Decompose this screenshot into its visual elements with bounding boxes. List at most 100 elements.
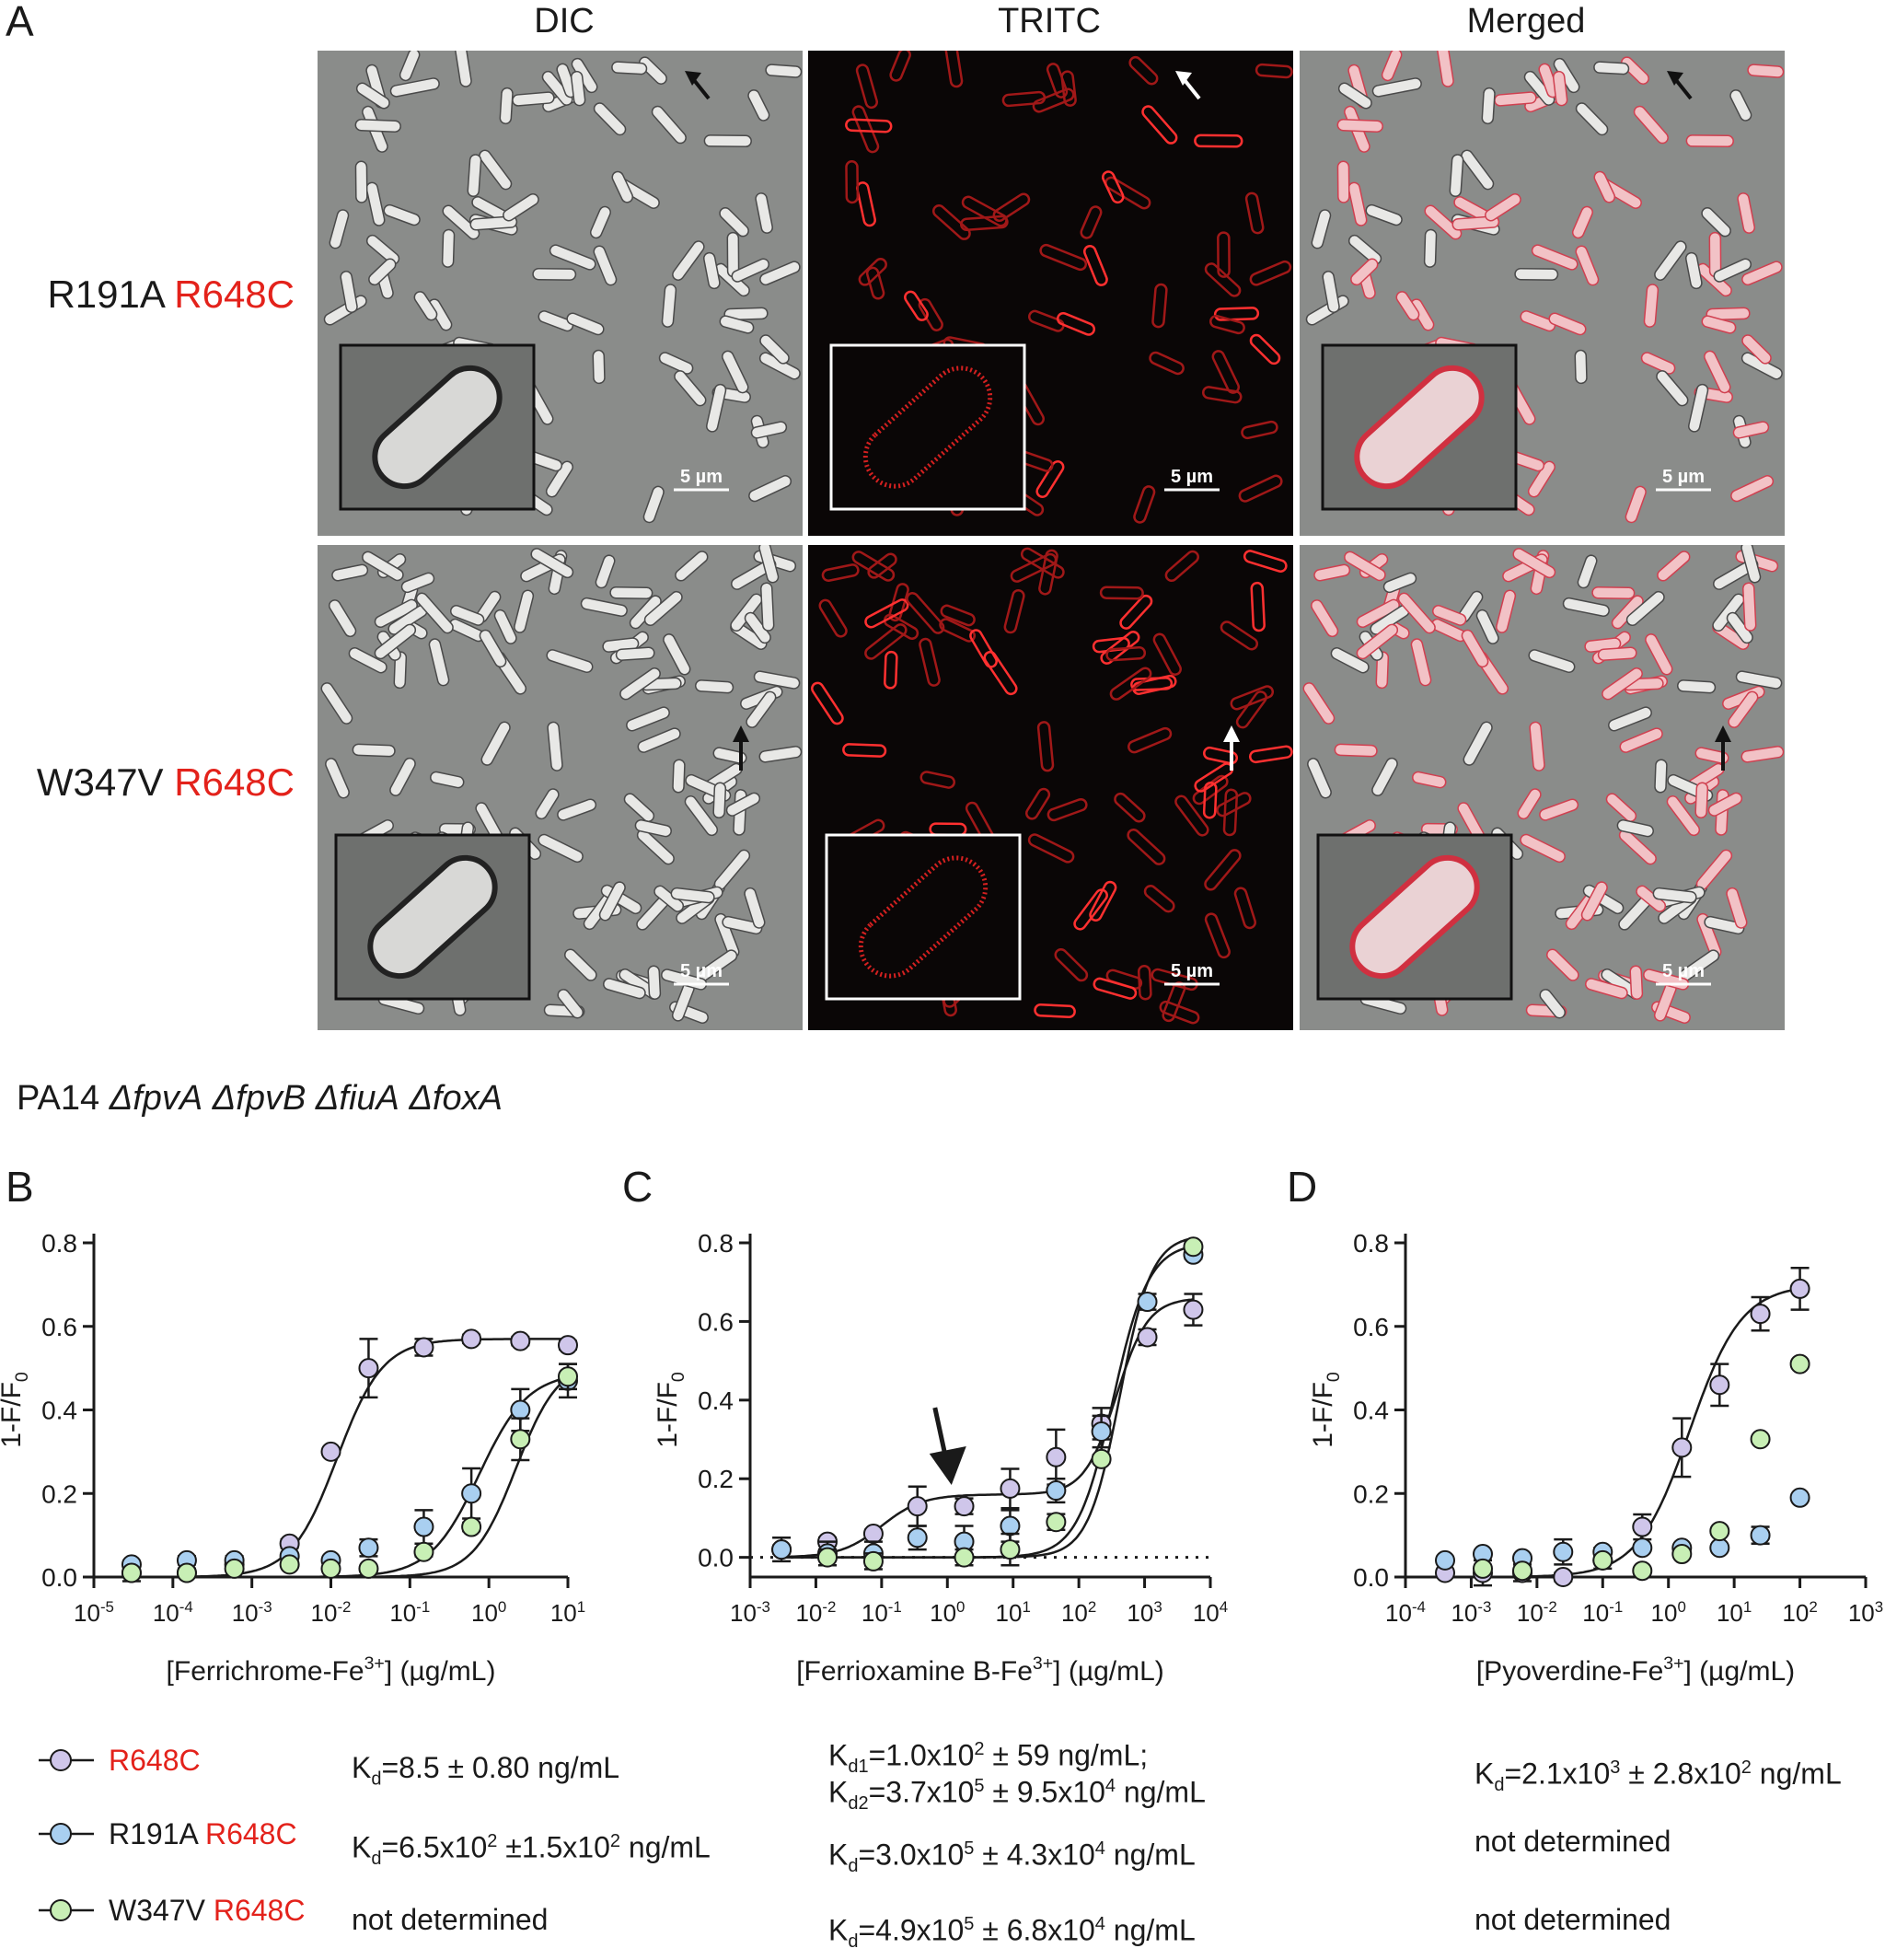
bacterium	[1128, 55, 1159, 86]
bacterium	[1213, 307, 1260, 321]
data-point-w347v-r648c	[817, 1547, 838, 1568]
bacterium	[479, 149, 513, 191]
x-tick-label-exp: -2	[822, 1598, 836, 1616]
x-tick-label-base: 10	[471, 1599, 498, 1627]
bacterium	[547, 721, 563, 771]
bacterium	[747, 89, 770, 122]
bacterium	[1371, 77, 1422, 98]
bacterium-merged	[1424, 204, 1463, 240]
bacterium	[538, 833, 584, 864]
bacterium	[1089, 880, 1117, 922]
bacterium	[1003, 589, 1025, 634]
bacterium	[1643, 284, 1659, 328]
bacterium	[1548, 312, 1587, 336]
bacterium	[593, 102, 627, 136]
bacterium	[355, 82, 390, 110]
bacterium-merged	[1685, 134, 1734, 148]
bacterium-fluorescence	[1047, 797, 1088, 822]
bacterium-shape	[441, 228, 456, 268]
bacterium-fluorescence	[904, 290, 929, 321]
bacterium	[1222, 788, 1239, 837]
bacterium	[1597, 646, 1637, 661]
bacterium-merged	[1625, 485, 1647, 524]
data-point-w347v-r648c	[510, 1429, 531, 1450]
bacterium	[1159, 1000, 1200, 1025]
kd-c-r648c-2: Kd2=3.7x105 ± 9.5x104 ng/mL	[828, 1775, 1206, 1815]
bacterium	[1039, 243, 1088, 272]
bacterium-shape	[753, 670, 801, 690]
bacterium-shape	[557, 989, 584, 1019]
bacterium	[383, 203, 421, 226]
bacterium	[454, 51, 472, 87]
data-point-r191a-r648c	[1046, 1480, 1067, 1502]
data-point-w347v-r648c	[461, 1516, 482, 1537]
bacterium	[1654, 759, 1668, 794]
bacterium-merged	[1365, 203, 1403, 226]
bacterium-merged	[1740, 545, 1762, 584]
bacterium	[702, 251, 721, 290]
x-axis-label: [Ferrioxamine B-Fe3+] (µg/mL)	[796, 1653, 1164, 1687]
x-tick-label: 10-2	[311, 1598, 352, 1627]
bacterium	[557, 989, 584, 1019]
bacterium-merged	[1741, 261, 1783, 286]
bacterium-fluorescence	[884, 650, 898, 690]
bacterium-fluorescence	[851, 551, 896, 582]
panel-letter-d: D	[1287, 1163, 1318, 1211]
x-tick-label-exp: 1	[1743, 1598, 1752, 1616]
bacterium-merged	[1620, 56, 1649, 85]
x-tick-label-base: 10	[862, 1599, 888, 1627]
bacterium-merged	[1740, 746, 1785, 763]
x-axis-label-rest: ] (µg/mL)	[1053, 1656, 1164, 1687]
bacterium	[592, 349, 606, 385]
micrograph-svg: 5 µm	[811, 547, 1293, 1025]
bacterium	[374, 623, 417, 660]
bacterium-shape	[493, 609, 517, 644]
bacterium	[694, 679, 734, 694]
data-point-r648c	[510, 1330, 531, 1351]
bacterium	[1020, 547, 1065, 579]
bacterium-merged	[1356, 598, 1400, 629]
data-point-r648c	[1789, 1278, 1810, 1299]
bacterium-shape	[389, 77, 440, 98]
bacterium	[1093, 977, 1138, 1000]
bacterium-shape	[415, 592, 454, 634]
arrow-head	[1175, 71, 1192, 86]
bacterium-shape	[638, 56, 667, 85]
data-point-r648c	[817, 1531, 838, 1552]
bacterium-merged	[1571, 205, 1593, 239]
bacterium	[1436, 51, 1454, 87]
bacterium-shape	[643, 590, 683, 626]
y-tick-label: 0.6	[698, 1307, 734, 1336]
bacterium	[1575, 245, 1600, 286]
bacterium	[758, 746, 803, 763]
bacterium	[851, 105, 880, 154]
bacterium-merged	[1310, 599, 1339, 638]
bacterium-fluorescence	[1255, 63, 1293, 79]
bacterium	[1322, 271, 1340, 313]
data-point-r648c	[358, 1358, 379, 1379]
bacterium	[595, 554, 616, 589]
bacterium	[888, 583, 909, 622]
bacterium	[1100, 631, 1140, 665]
x-tick-label-exp: -1	[888, 1598, 902, 1616]
bacterium	[1216, 792, 1252, 818]
bacterium-merged	[1431, 605, 1467, 626]
bacterium	[1706, 307, 1751, 321]
bacterium	[1514, 267, 1559, 281]
bacterium	[855, 64, 879, 110]
bacterium	[1194, 133, 1243, 148]
bacterium-merged	[1729, 89, 1752, 122]
bacterium	[467, 154, 482, 198]
scale-bar-label: 5 µm	[680, 961, 723, 981]
micrograph-merged-row2: 5 µm	[1300, 545, 1785, 1030]
bacterium-shape	[352, 743, 396, 758]
bacterium	[818, 598, 848, 638]
bacterium	[1032, 87, 1075, 113]
data-point-r191a-r648c	[1000, 1515, 1021, 1537]
data-point-w347v-r648c	[954, 1547, 975, 1568]
fit-curve-r191a-r648c	[132, 1376, 569, 1579]
bacterium-fluorescence	[1119, 594, 1153, 630]
bacterium	[674, 370, 707, 407]
bacterium	[1747, 64, 1785, 78]
bacterium	[1036, 721, 1055, 772]
